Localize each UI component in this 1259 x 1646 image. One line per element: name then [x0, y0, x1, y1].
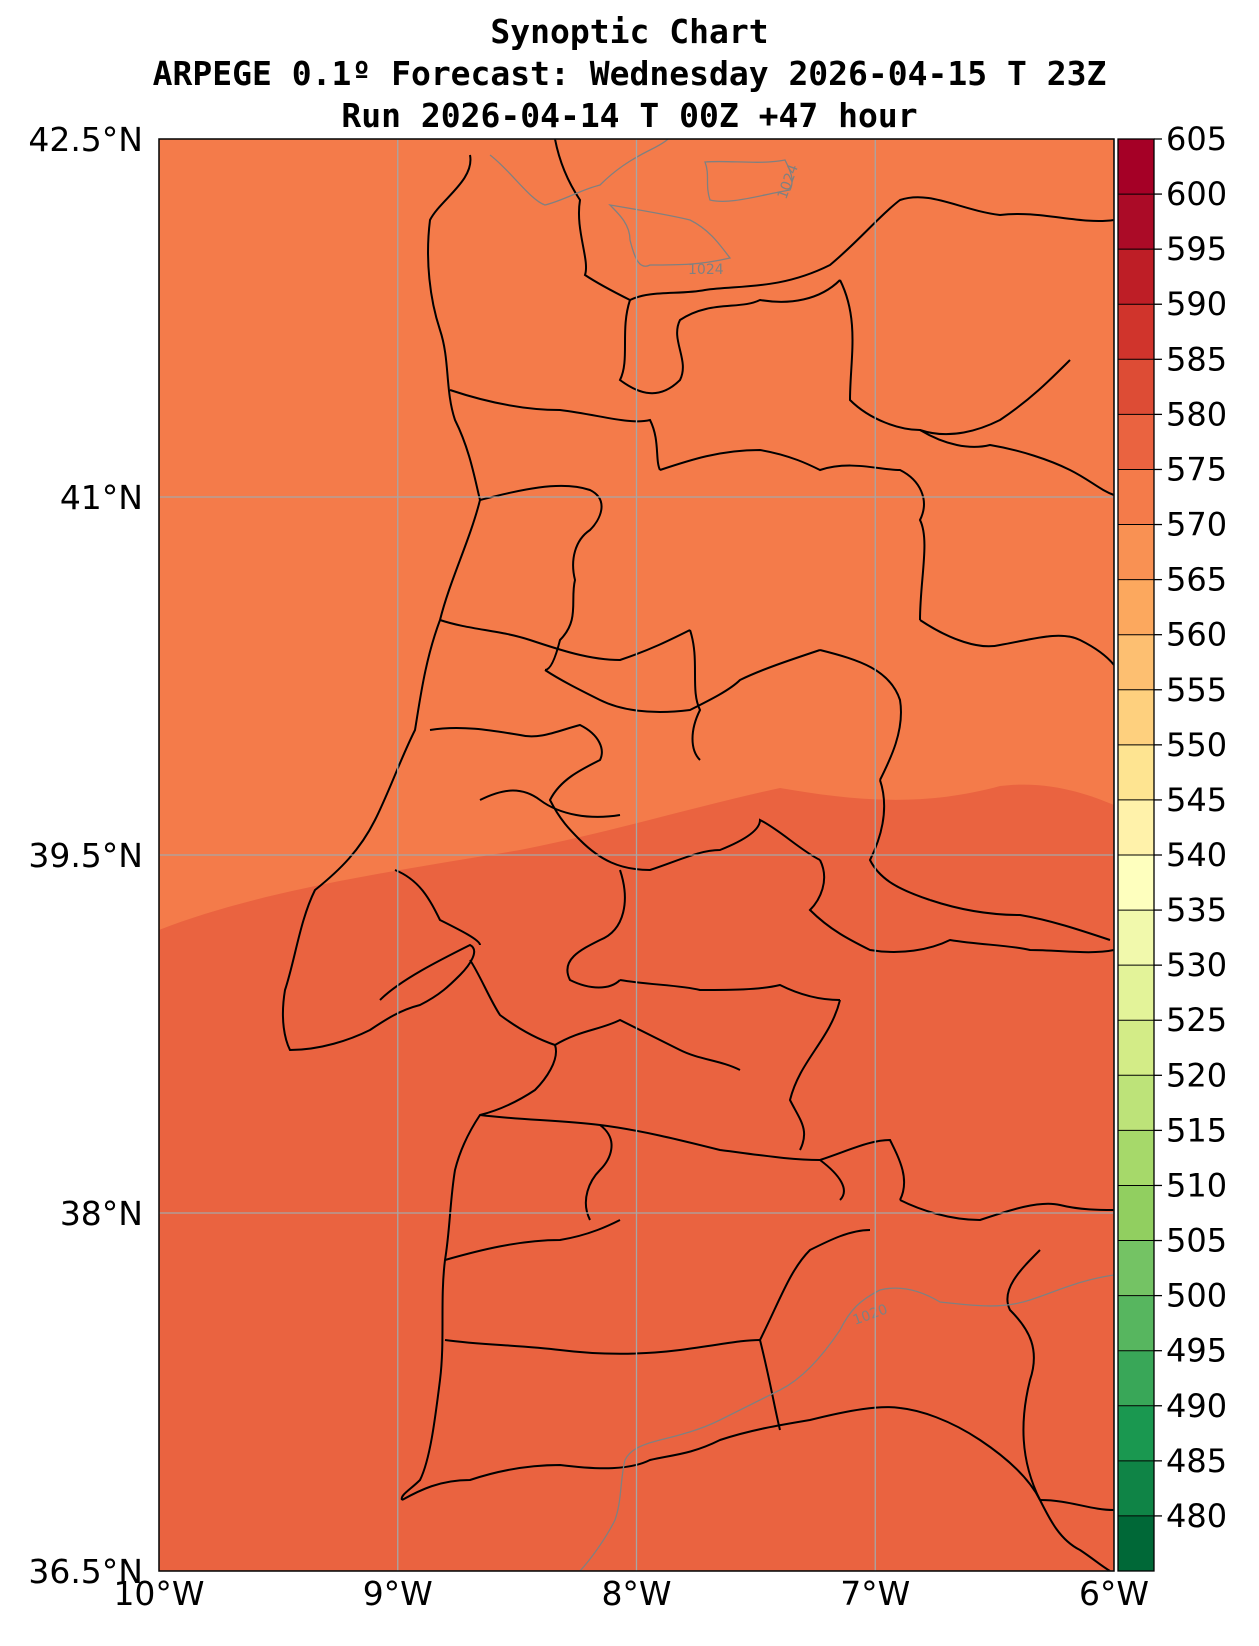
colorbar-segment [1118, 799, 1154, 856]
colorbar-segment [1118, 1020, 1154, 1076]
colorbar-label: 530 [1166, 946, 1227, 984]
colorbar-label: 495 [1166, 1332, 1227, 1370]
colorbar-label: 540 [1166, 836, 1227, 874]
colorbar-segment [1118, 469, 1154, 526]
chart-subtitle-run: Run 2026-04-14 T 00Z +47 hour [341, 96, 918, 135]
colorbar-label: 515 [1166, 1111, 1227, 1149]
gridlines [159, 139, 1114, 1571]
colorbar-label: 555 [1166, 671, 1227, 709]
y-tick-label: 42.5°N [28, 120, 143, 159]
chart-title: Synoptic Chart [490, 12, 769, 51]
x-tick-label: 8°W [601, 1574, 671, 1613]
colorbar-segment [1118, 689, 1154, 746]
map-frame [158, 138, 1115, 1572]
colorbar-label: 545 [1166, 781, 1227, 819]
colorbar-segment [1118, 1240, 1154, 1297]
colorbar-segment [1118, 579, 1154, 636]
colorbar-segment [1118, 910, 1154, 966]
coastline [554, 139, 1114, 302]
country-borders [281, 139, 1114, 1571]
colorbar-segment [1118, 414, 1154, 470]
y-tick-label: 36.5°N [28, 1552, 143, 1591]
colorbar-label: 510 [1166, 1166, 1227, 1204]
colorbar-segment [1118, 744, 1154, 801]
x-tick-label: 9°W [363, 1574, 433, 1613]
colorbar-label: 580 [1166, 395, 1227, 433]
colorbar-segment [1118, 1515, 1154, 1572]
x-tick-label: 6°W [1079, 1574, 1149, 1613]
y-axis-ticks: 42.5°N 41°N 39.5°N 38°N 36.5°N [28, 120, 143, 1591]
colorbar-label: 500 [1166, 1277, 1227, 1315]
colorbar-label: 550 [1166, 726, 1227, 764]
colorbar-label: 520 [1166, 1056, 1227, 1094]
colorbar-segment [1118, 1460, 1154, 1517]
colorbar-segment [1118, 1295, 1154, 1352]
colorbar-segment [1118, 1185, 1154, 1242]
isobar-lines [489, 139, 1114, 1571]
colorbar-label: 535 [1166, 891, 1227, 929]
colorbar-label: 525 [1166, 1001, 1227, 1039]
coastline-west [281, 154, 482, 1052]
colorbar-label: 505 [1166, 1222, 1227, 1260]
chart-subtitle-forecast: ARPEGE 0.1º Forecast: Wednesday 2026-04-… [152, 54, 1107, 93]
colorbar: 480 485 490 495 500 505 510 515 520 525 530 535 540 5… [1117, 120, 1227, 1572]
x-tick-label: 10°W [113, 1574, 204, 1613]
colorbar-segment [1118, 304, 1154, 360]
colorbar-segment [1118, 1075, 1154, 1131]
colorbar-label: 570 [1166, 506, 1227, 544]
colorbar-segment [1118, 1350, 1154, 1407]
colorbar-label: 595 [1166, 230, 1227, 268]
colorbar-label: 490 [1166, 1387, 1227, 1425]
colorbar-label: 575 [1166, 450, 1227, 488]
colorbar-segment [1118, 1405, 1154, 1462]
colorbar-label: 605 [1166, 120, 1227, 158]
y-tick-label: 41°N [60, 478, 143, 517]
colorbar-segment [1118, 855, 1154, 911]
colorbar-label: 560 [1166, 616, 1227, 654]
colorbar-segment [1118, 359, 1154, 415]
colorbar-segment [1118, 249, 1154, 305]
colorbar-segment [1118, 1130, 1154, 1186]
colorbar-segment [1118, 634, 1154, 691]
x-axis-ticks: 10°W 9°W 8°W 7°W 6°W [113, 1574, 1149, 1613]
y-tick-label: 39.5°N [28, 836, 143, 875]
colorbar-label: 590 [1166, 285, 1227, 323]
colorbar-segment [1118, 139, 1154, 195]
colorbar-segment [1118, 194, 1154, 250]
colorbar-segment [1118, 524, 1154, 581]
y-tick-label: 38°N [60, 1194, 143, 1233]
colorbar-label: 480 [1166, 1497, 1227, 1535]
coastline-setubal [400, 959, 557, 1501]
coastline-south [401, 1406, 1111, 1571]
colorbar-label: 565 [1166, 561, 1227, 599]
colorbar-label: 585 [1166, 340, 1227, 378]
colorbar-segment [1118, 965, 1154, 1021]
colorbar-label: 485 [1166, 1442, 1227, 1480]
colorbar-label: 600 [1166, 175, 1227, 213]
x-tick-label: 7°W [840, 1574, 910, 1613]
isobar-label-1024-a: 1024 [688, 262, 724, 278]
